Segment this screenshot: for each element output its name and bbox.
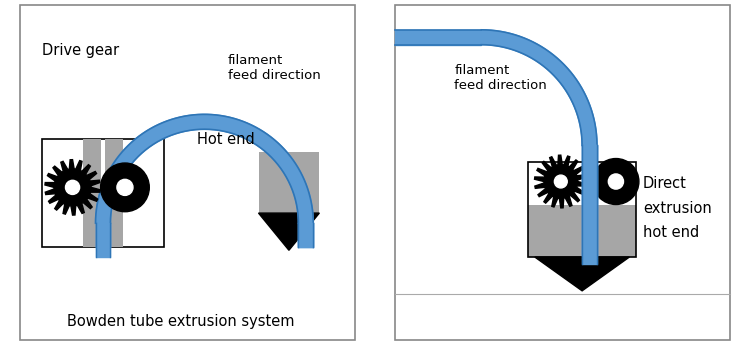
Polygon shape	[395, 30, 482, 45]
Circle shape	[554, 175, 567, 188]
Text: extrusion: extrusion	[643, 200, 712, 216]
Polygon shape	[95, 223, 110, 257]
Polygon shape	[535, 257, 629, 291]
Text: filament
feed direction: filament feed direction	[454, 64, 547, 92]
Polygon shape	[535, 155, 587, 208]
Polygon shape	[482, 30, 597, 146]
Polygon shape	[298, 223, 314, 247]
Circle shape	[608, 174, 623, 189]
Text: Hot end: Hot end	[197, 132, 255, 147]
Circle shape	[65, 180, 80, 195]
Text: Drive gear: Drive gear	[42, 43, 119, 58]
Text: filament
feed direction: filament feed direction	[228, 54, 321, 82]
Text: Bowden tube extrusion system: Bowden tube extrusion system	[67, 314, 295, 329]
Polygon shape	[259, 213, 320, 250]
Polygon shape	[298, 223, 314, 247]
Bar	[528, 162, 636, 205]
Polygon shape	[582, 146, 597, 257]
Bar	[42, 139, 164, 247]
Bar	[105, 139, 123, 247]
Circle shape	[593, 159, 639, 205]
Polygon shape	[45, 160, 100, 215]
Circle shape	[100, 163, 149, 212]
Circle shape	[117, 179, 133, 195]
Text: Direct: Direct	[643, 176, 687, 191]
Bar	[259, 152, 320, 213]
Polygon shape	[95, 114, 314, 223]
Polygon shape	[95, 223, 110, 247]
Bar	[528, 205, 636, 257]
Bar	[82, 139, 101, 247]
Bar	[528, 162, 636, 257]
Polygon shape	[582, 146, 597, 264]
Text: hot end: hot end	[643, 225, 699, 240]
